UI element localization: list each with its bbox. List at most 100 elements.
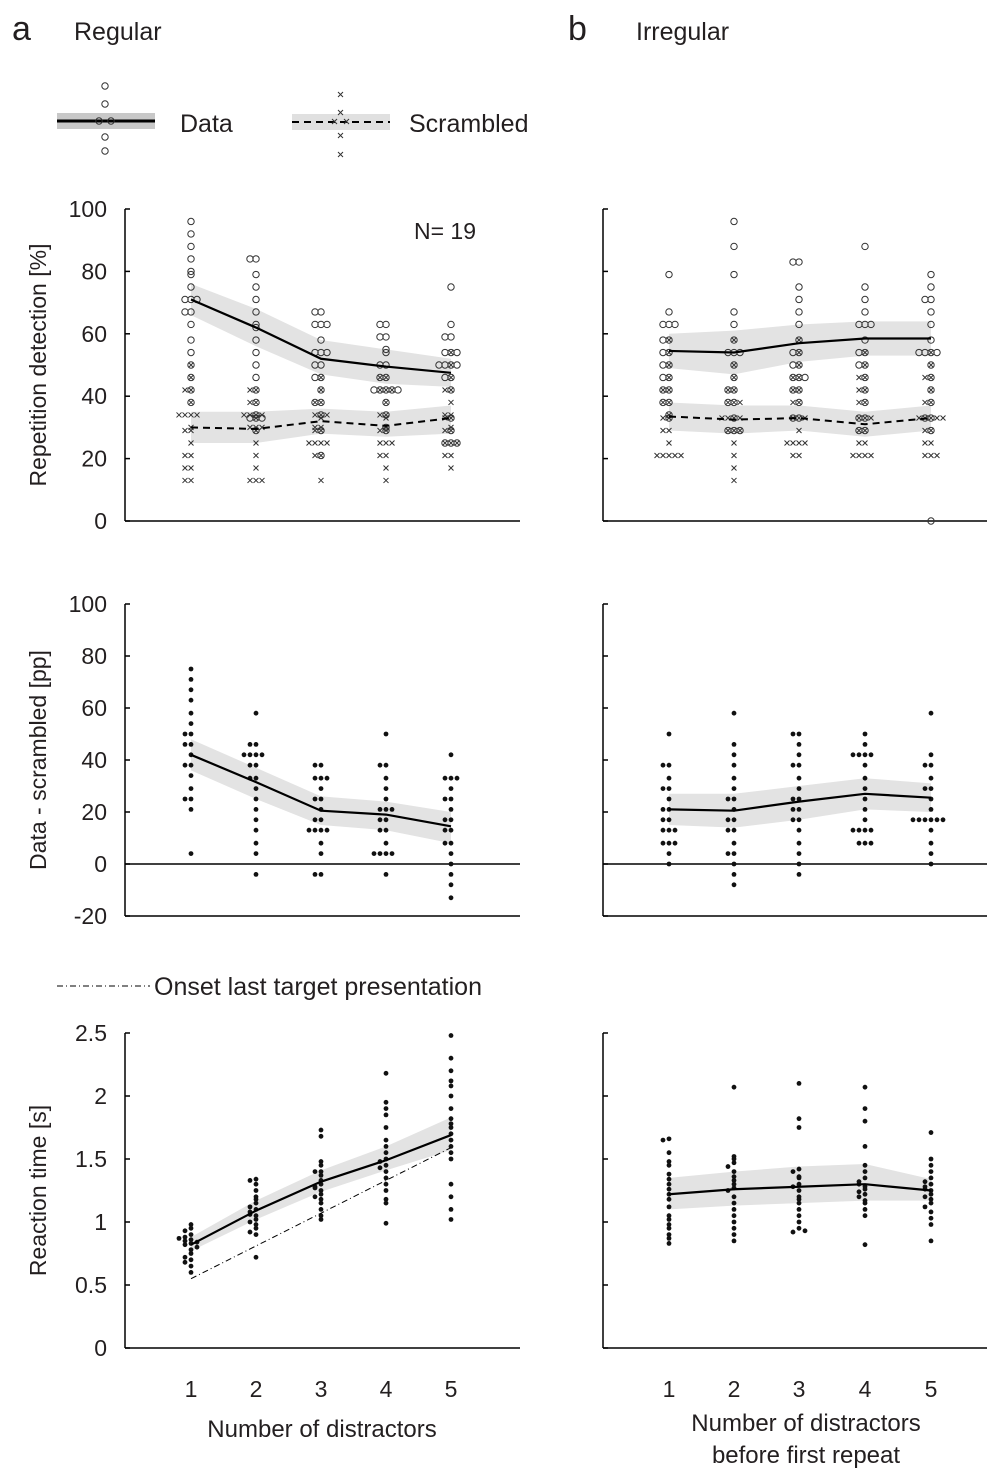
legend-data-label: Data: [180, 110, 233, 138]
data-point: [317, 386, 325, 394]
data-point: [448, 827, 454, 833]
y-axis-title: Reaction time [s]: [25, 1105, 51, 1276]
data-point: [790, 807, 796, 812]
data-point: [318, 1217, 324, 1222]
data-point: [318, 1169, 324, 1174]
x-tick-label: 5: [925, 1376, 938, 1402]
data-point: [796, 786, 802, 791]
data-point: [318, 1191, 324, 1197]
data-point: [660, 762, 666, 768]
data-point: [253, 1222, 259, 1227]
y-tick-label: 1.5: [75, 1146, 107, 1172]
data-point: [790, 1169, 796, 1174]
data-point: [382, 348, 390, 357]
y-tick-label: 100: [69, 591, 107, 617]
data-point: [928, 1169, 934, 1174]
data-point: [862, 796, 868, 802]
x-axis-title-b-line2: before first repeat: [712, 1442, 900, 1469]
data-point: [731, 1238, 737, 1244]
series-line-data: [668, 792, 932, 812]
scrambled-point: [802, 440, 808, 446]
data-point: [796, 1116, 802, 1122]
data-point: [731, 1160, 737, 1166]
data-point: [383, 1070, 389, 1076]
data-point: [383, 1106, 389, 1111]
y-tick-label: 2.5: [75, 1020, 107, 1046]
data-point: [253, 742, 259, 747]
scrambled-point: [448, 387, 454, 393]
scrambled-point: [188, 452, 194, 459]
data-point: [188, 1222, 194, 1227]
data-point: [448, 1156, 454, 1162]
data-point: [317, 320, 325, 329]
data-point: [318, 796, 324, 802]
data-point: [253, 1213, 259, 1219]
data-point: [318, 851, 324, 856]
data-point: [448, 1106, 454, 1111]
data-point: [660, 827, 666, 833]
data-point: [862, 742, 868, 747]
data-point: [725, 827, 731, 833]
data-point: [730, 414, 738, 422]
data-point: [188, 1257, 194, 1263]
data-point: [312, 817, 318, 823]
scrambled-point: [796, 349, 802, 356]
x-tick-label: 4: [859, 1376, 872, 1402]
data-point: [252, 283, 260, 291]
scrambled-point: [188, 399, 194, 406]
data-point: [188, 851, 194, 856]
scrambled-point: [922, 399, 928, 406]
data-point: [312, 1169, 318, 1174]
data-point: [927, 320, 935, 329]
scrambled-point: [666, 452, 672, 459]
y-tick-label: 0: [94, 1335, 107, 1361]
data-point: [312, 796, 318, 802]
chart-b_bot: 1 2 3 4 5: [602, 1032, 987, 1402]
data-point: [448, 1068, 454, 1074]
data-point: [856, 840, 862, 846]
scrambled-point: [660, 399, 666, 406]
data-point: [856, 752, 862, 758]
data-point: [252, 373, 260, 382]
data-point: [796, 851, 802, 856]
scrambled-point: [188, 427, 194, 434]
data-point: [916, 817, 922, 823]
data-point: [862, 1242, 868, 1248]
data-point: [187, 230, 195, 238]
series-line-data: [190, 753, 452, 828]
data-point: [665, 270, 673, 279]
data-point: [312, 762, 318, 768]
data-point: [928, 827, 934, 833]
data-point: [448, 1093, 454, 1099]
y-axis-title: Data - scrambled [pp]: [25, 650, 51, 870]
data-point: [927, 386, 935, 394]
scrambled-point: [790, 374, 796, 381]
data-point: [666, 762, 672, 768]
x-axis-title-b-line1: Number of distractors: [691, 1410, 920, 1437]
data-point: [862, 1106, 868, 1111]
scrambled-point: [182, 412, 188, 418]
data-point: [383, 1125, 389, 1130]
data-point: [383, 827, 389, 833]
data-point: [862, 1207, 868, 1212]
data-point: [666, 1217, 672, 1222]
data-point: [188, 1225, 194, 1231]
scrambled-point: [377, 452, 383, 459]
scrambled-point: [247, 387, 253, 393]
data-point: [861, 283, 869, 291]
data-point: [441, 333, 449, 341]
legend-data-marker: [101, 100, 109, 108]
scrambled-point: [442, 387, 448, 393]
data-point: [862, 752, 868, 758]
scrambled-point: [448, 374, 454, 381]
data-point: [730, 270, 738, 279]
data-point: [448, 861, 454, 867]
scrambled-point: [928, 399, 934, 406]
data-point: [382, 345, 390, 354]
data-point: [934, 817, 940, 823]
scrambled-point: [856, 415, 862, 421]
data-point: [448, 775, 454, 781]
scrambled-point: [796, 399, 802, 406]
data-point: [802, 1228, 808, 1234]
scrambled-point: [383, 440, 389, 446]
